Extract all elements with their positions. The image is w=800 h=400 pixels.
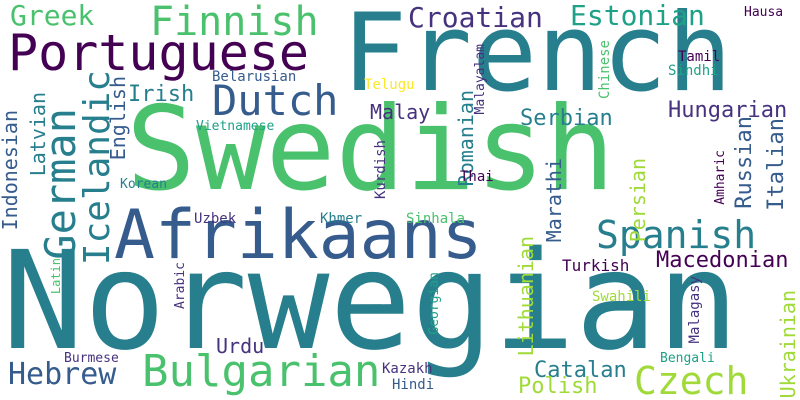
word-tamil: Tamil: [678, 49, 721, 65]
word-chinese: Chinese: [597, 40, 613, 100]
word-georgian: Georgian: [427, 272, 442, 335]
word-hausa: Hausa: [744, 5, 784, 20]
word-spanish: Spanish: [596, 213, 757, 257]
word-serbian: Serbian: [520, 106, 613, 131]
word-indonesian: Indonesian: [0, 110, 22, 231]
word-ukrainian: Ukrainian: [776, 290, 800, 399]
word-persian: Persian: [626, 158, 650, 243]
word-turkish: Turkish: [562, 256, 630, 275]
word-french: French: [342, 0, 733, 116]
word-greek: Greek: [10, 0, 95, 32]
word-bengali: Bengali: [660, 351, 715, 366]
word-korean: Korean: [120, 177, 167, 192]
word-arabic: Arabic: [173, 262, 188, 309]
word-russian: Russian: [732, 116, 757, 209]
word-norwegian: Norwegian: [2, 223, 739, 381]
word-hindi: Hindi: [392, 377, 435, 393]
word-polish: Polish: [518, 374, 598, 399]
word-hungarian: Hungarian: [668, 98, 788, 123]
word-latin: Latin: [49, 258, 63, 295]
word-afrikaans: Afrikaans: [114, 196, 483, 275]
word-kazakh: Kazakh: [382, 361, 433, 377]
word-italian: Italian: [764, 118, 789, 211]
word-bulgarian: Bulgarian: [142, 346, 381, 397]
word-vietnamese: Vietnamese: [196, 119, 275, 134]
word-marathi: Marathi: [542, 158, 566, 243]
word-sindhi: Sindhi: [668, 63, 719, 79]
word-sinhala: Sinhala: [406, 211, 466, 227]
word-amharic: Amharic: [713, 150, 728, 205]
word-english: English: [106, 76, 130, 161]
word-lithuanian: Lithuanian: [514, 236, 538, 357]
word-malayalam: Malayalam: [473, 44, 488, 115]
word-irish: Irish: [128, 82, 195, 107]
word-swedish: Swedish: [126, 82, 615, 217]
word-thai: Thai: [460, 169, 494, 185]
word-latvian: Latvian: [26, 92, 50, 177]
word-macedonian: Macedonian: [656, 248, 789, 273]
word-telugu: Telugu: [364, 77, 415, 93]
word-burmese: Burmese: [64, 351, 119, 366]
word-estonian: Estonian: [570, 0, 705, 32]
word-hebrew: Hebrew: [8, 357, 117, 392]
word-kurdish: Kurdish: [373, 140, 389, 200]
word-malagasy: Malagasy: [687, 276, 703, 344]
word-dutch: Dutch: [212, 76, 339, 125]
word-catalan: Catalan: [534, 358, 627, 383]
word-malay: Malay: [370, 100, 431, 124]
word-finnish: Finnish: [150, 0, 319, 45]
word-belarusian: Belarusian: [212, 69, 297, 85]
word-portuguese: Portuguese: [8, 24, 310, 82]
word-croatian: Croatian: [408, 1, 543, 34]
word-uzbek: Uzbek: [194, 211, 237, 227]
word-urdu: Urdu: [216, 334, 265, 358]
word-czech: Czech: [634, 359, 749, 400]
word-swahili: Swahili: [592, 289, 652, 305]
word-khmer: Khmer: [320, 211, 363, 227]
